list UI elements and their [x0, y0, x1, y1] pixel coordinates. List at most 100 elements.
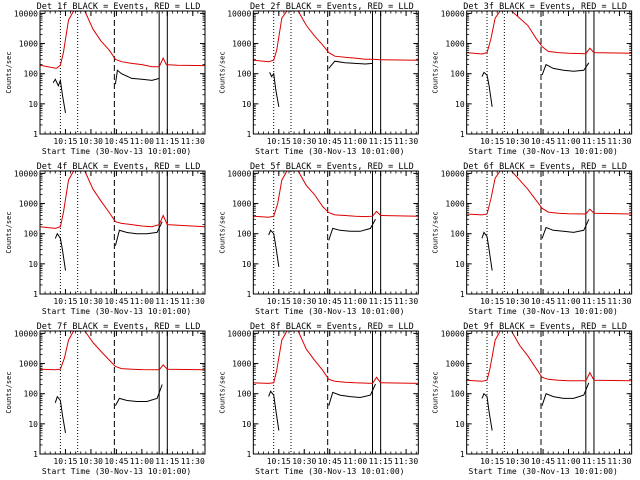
x-tick-label: 11:30 [181, 297, 205, 306]
y-tick-label: 1000 [445, 200, 464, 209]
x-tick-label: 11:15 [155, 297, 179, 306]
x-tick-label: 11:00 [130, 137, 154, 146]
detector-panel: Det 1f BLACK = Events, RED = LLD 1 10 100 10… [5, 2, 206, 156]
y-axis-label: Counts/sec [218, 371, 226, 413]
x-tick-label: 10:45 [318, 137, 342, 146]
y-axis-label: Counts/sec [218, 211, 226, 253]
x-axis-label: Start Time (30-Nov-13 10:01:00) [469, 307, 618, 316]
detector-panel: Det 3f BLACK = Events, RED = LLD 1 10 100 10… [432, 2, 633, 156]
y-tick-label: 10000 [227, 169, 251, 178]
x-tick-label: 10:30 [292, 137, 316, 146]
detector-panel: Det 9f BLACK = Events, RED = LLD 1 10 100 10… [432, 322, 633, 476]
plot-frame [252, 330, 419, 455]
x-axis-label: Start Time (30-Nov-13 10:01:00) [42, 307, 191, 316]
x-tick-label: 10:15 [53, 457, 77, 466]
y-tick-label: 1000 [232, 200, 251, 209]
x-tick-label: 10:15 [53, 297, 77, 306]
events-series-line [269, 72, 280, 107]
y-tick-label: 1 [247, 290, 252, 299]
detector-panel: Det 7f BLACK = Events, RED = LLD 1 10 100 10… [5, 322, 206, 476]
events-series-line [481, 231, 493, 271]
y-axis-label: Counts/sec [5, 211, 13, 253]
y-tick-label: 100 [450, 70, 465, 79]
y-axis-label: Counts/sec [5, 51, 13, 93]
x-axis-label: Start Time (30-Nov-13 10:01:00) [469, 467, 618, 476]
x-axis-label: Start Time (30-Nov-13 10:01:00) [255, 307, 404, 316]
events-series-line [54, 232, 66, 271]
events-series-line [268, 229, 280, 267]
x-tick-label: 11:30 [181, 457, 205, 466]
y-tick-label: 1000 [445, 360, 464, 369]
x-axis-label: Start Time (30-Nov-13 10:01:00) [255, 467, 404, 476]
panel-title: Det 6f BLACK = Events, RED = LLD [463, 162, 627, 172]
x-tick-label: 10:30 [79, 457, 103, 466]
plot-frame [39, 330, 206, 455]
y-tick-label: 10000 [14, 169, 38, 178]
events-series-line [114, 384, 163, 406]
plot-frame [39, 170, 206, 295]
events-series-line [541, 62, 590, 76]
lld-series-line [466, 11, 632, 55]
y-tick-label: 1 [460, 290, 465, 299]
y-tick-label: 100 [237, 70, 252, 79]
detector-panel: Det 4f BLACK = Events, RED = LLD 1 10 100 10… [5, 162, 206, 316]
x-tick-label: 11:30 [394, 137, 418, 146]
y-tick-label: 1000 [232, 360, 251, 369]
x-tick-label: 10:45 [531, 457, 555, 466]
x-tick-label: 10:15 [480, 457, 504, 466]
panel-title: Det 8f BLACK = Events, RED = LLD [250, 322, 414, 332]
events-series-line [52, 78, 66, 113]
events-series-line [268, 390, 280, 431]
events-series-line [114, 221, 163, 246]
y-tick-label: 10000 [441, 169, 465, 178]
x-tick-label: 11:15 [582, 457, 606, 466]
x-tick-label: 11:30 [394, 457, 418, 466]
y-tick-label: 1000 [232, 40, 251, 49]
events-series-line [328, 60, 373, 69]
x-tick-label: 11:15 [155, 457, 179, 466]
y-tick-label: 10000 [441, 9, 465, 18]
x-tick-label: 10:45 [531, 137, 555, 146]
events-series-line [541, 219, 590, 239]
x-tick-label: 10:45 [318, 457, 342, 466]
y-tick-label: 100 [24, 230, 39, 239]
y-tick-label: 1 [33, 290, 38, 299]
x-tick-label: 10:15 [480, 137, 504, 146]
panel-title: Det 4f BLACK = Events, RED = LLD [37, 162, 201, 172]
y-tick-label: 10 [28, 260, 38, 269]
plot-frame [252, 170, 419, 295]
x-tick-label: 11:30 [181, 137, 205, 146]
events-series-line [328, 383, 376, 406]
lld-series-line [253, 11, 419, 63]
x-tick-label: 11:00 [343, 457, 367, 466]
x-tick-label: 10:45 [104, 457, 128, 466]
x-tick-label: 10:30 [292, 457, 316, 466]
y-axis-label: Counts/sec [218, 51, 226, 93]
x-tick-label: 10:30 [506, 297, 530, 306]
y-tick-label: 10 [455, 260, 465, 269]
y-tick-label: 10 [242, 100, 252, 109]
y-axis-label: Counts/sec [432, 211, 440, 253]
panel-title: Det 9f BLACK = Events, RED = LLD [463, 322, 627, 332]
y-tick-label: 1 [247, 130, 252, 139]
y-tick-label: 100 [237, 230, 252, 239]
plot-frame [39, 10, 206, 135]
x-tick-label: 11:00 [343, 297, 367, 306]
x-axis-label: Start Time (30-Nov-13 10:01:00) [42, 147, 191, 156]
events-series-line [481, 392, 493, 431]
panel-title: Det 7f BLACK = Events, RED = LLD [37, 322, 201, 332]
x-tick-label: 10:45 [104, 137, 128, 146]
x-tick-label: 10:15 [480, 297, 504, 306]
x-tick-label: 11:00 [556, 137, 580, 146]
y-tick-label: 100 [450, 390, 465, 399]
x-tick-label: 11:30 [607, 297, 631, 306]
x-tick-label: 10:15 [53, 137, 77, 146]
y-tick-label: 10000 [14, 9, 38, 18]
x-tick-label: 10:30 [292, 297, 316, 306]
y-tick-label: 10000 [441, 329, 465, 338]
x-tick-label: 10:30 [79, 137, 103, 146]
y-tick-label: 100 [24, 70, 39, 79]
detector-panel: Det 2f BLACK = Events, RED = LLD 1 10 100 10… [218, 2, 419, 156]
x-axis-label: Start Time (30-Nov-13 10:01:00) [42, 467, 191, 476]
